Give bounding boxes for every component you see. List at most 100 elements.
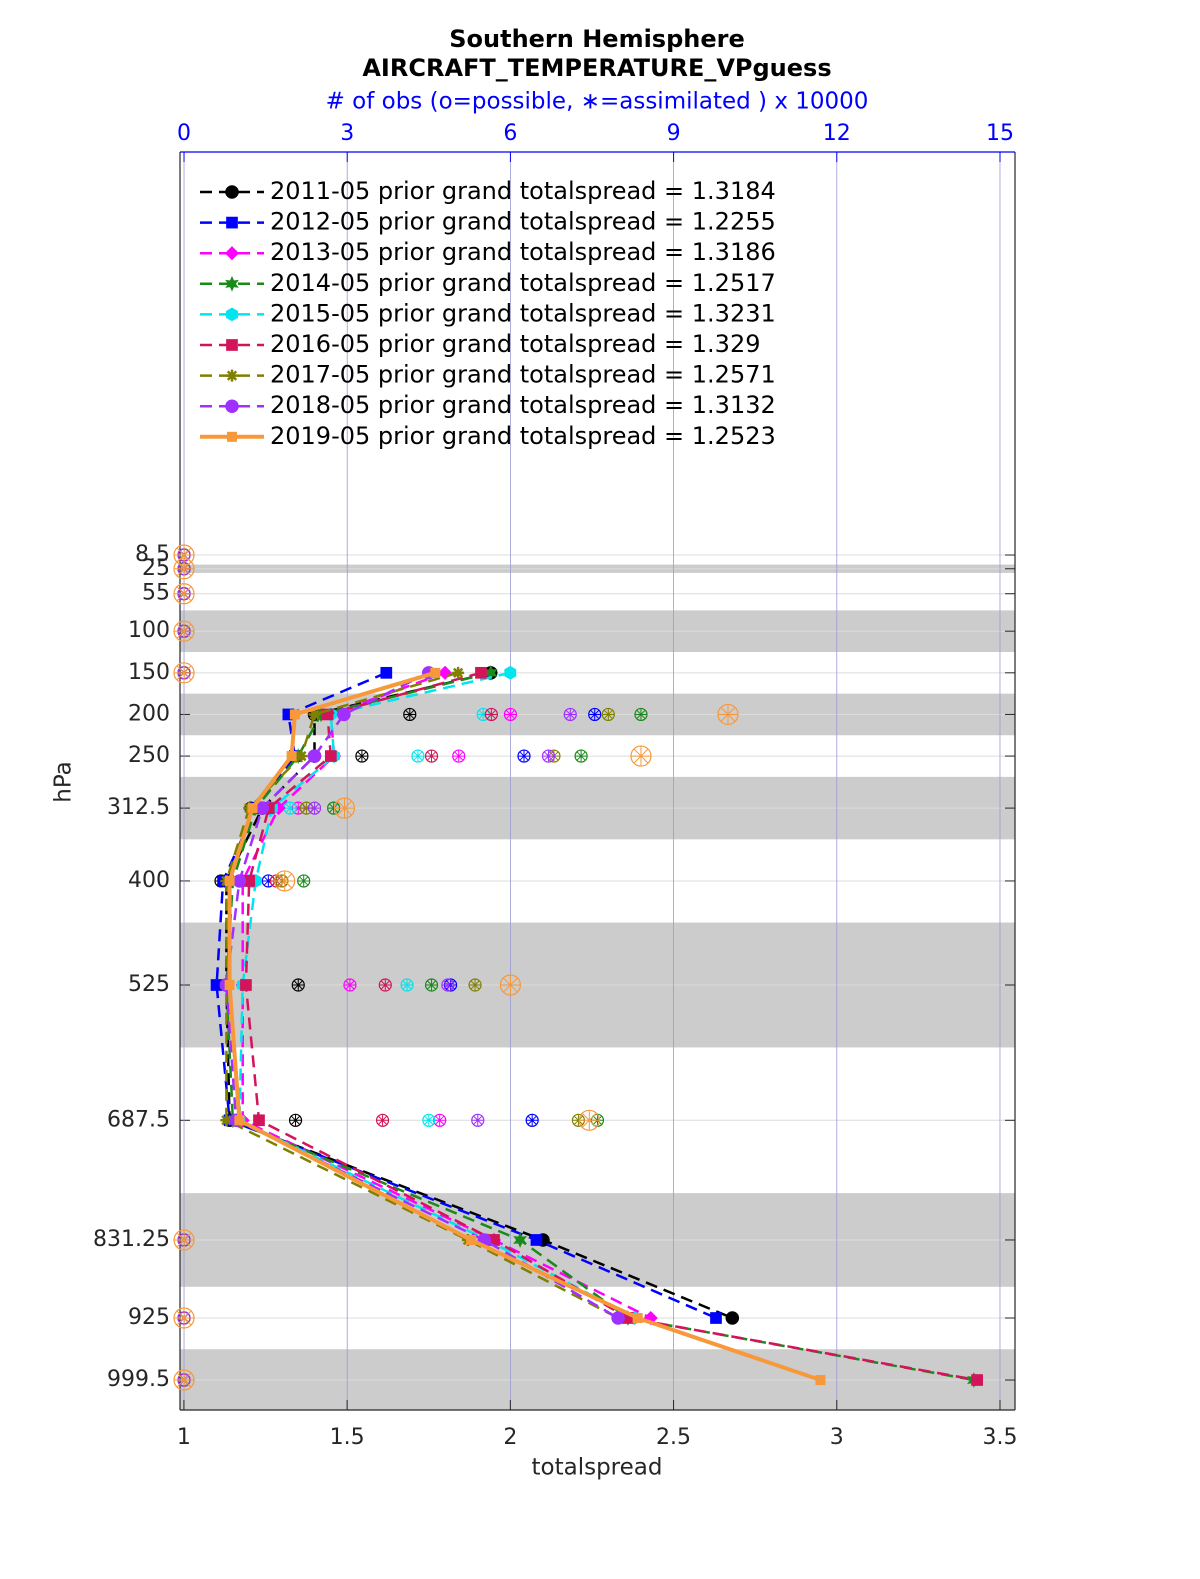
obs-count: [630, 745, 652, 767]
marker: [220, 1114, 233, 1127]
obs-count: [283, 801, 297, 815]
obs-count: [173, 1307, 195, 1329]
marker: [452, 666, 465, 679]
x-tick-label: 1.5: [330, 1425, 365, 1450]
marker: [971, 1374, 983, 1386]
marker: [234, 1115, 245, 1126]
marker: [225, 185, 239, 199]
y-tick-label: 25: [142, 556, 170, 581]
marker: [227, 431, 237, 442]
obs-count: [307, 801, 322, 815]
marker: [324, 750, 337, 762]
marker: [295, 750, 308, 763]
legend-label: 2014-05 prior grand totalspread = 1.2517: [270, 269, 776, 297]
x2-tick-label: 12: [823, 121, 851, 146]
marker: [226, 216, 238, 229]
obs-count: [173, 558, 195, 580]
x-tick-label: 3.5: [982, 1425, 1017, 1450]
obs-count: [499, 974, 522, 996]
marker: [253, 1114, 265, 1127]
obs-assimilated: [518, 750, 531, 763]
legend-label: 2013-05 prior grand totalspread = 1.3186: [270, 238, 776, 266]
x-tick-label: 3: [830, 1425, 844, 1450]
obs-count: [503, 707, 518, 722]
obs-assimilated: [564, 708, 577, 721]
obs-count: [291, 978, 305, 992]
obs-count: [574, 749, 588, 763]
obs-assimilated: [588, 708, 601, 721]
obs-count: [173, 583, 195, 605]
profile-line: [227, 670, 822, 1382]
legend-label: 2012-05 prior grand totalspread = 1.2255: [270, 208, 776, 236]
obs-count: [588, 707, 602, 722]
obs-assimilated: [425, 750, 438, 763]
obs-assimilated: [471, 1114, 484, 1127]
obs-assimilated: [411, 750, 424, 763]
x2-tick-label: 6: [503, 121, 517, 146]
obs-assimilated: [274, 870, 295, 891]
marker: [232, 874, 247, 888]
marker: [466, 1234, 477, 1245]
y-tick-label: 925: [128, 1305, 170, 1330]
obs-count: [578, 1109, 600, 1131]
obs-count: [173, 662, 195, 684]
y-tick-label: 312.5: [107, 795, 170, 820]
profile-line: [225, 671, 975, 1382]
obs-assimilated: [300, 802, 313, 815]
marker: [710, 1312, 722, 1324]
obs-count: [484, 707, 498, 722]
marker: [226, 339, 238, 351]
obs-count: [441, 978, 455, 992]
marker: [225, 275, 239, 292]
marker: [286, 751, 297, 762]
obs-assimilated: [526, 1114, 539, 1127]
marker: [513, 1232, 527, 1248]
marker: [337, 707, 351, 722]
obs-count: [173, 1369, 195, 1391]
obs-assimilated: [174, 1308, 195, 1329]
marker: [224, 246, 240, 261]
obs-assimilated: [401, 979, 414, 992]
obs-assimilated: [334, 798, 355, 819]
obs-count: [517, 749, 531, 763]
marker: [430, 667, 441, 678]
obs-assimilated: [174, 545, 195, 566]
obs-count: [297, 874, 311, 888]
obs-assimilated: [174, 621, 195, 642]
obs-assimilated: [452, 750, 465, 763]
obs-assimilated: [403, 708, 416, 721]
obs-assimilated: [579, 1110, 600, 1131]
y-tick-label: 999.5: [107, 1367, 170, 1392]
marker: [725, 1311, 740, 1325]
obs-count: [422, 1113, 436, 1127]
obs-count: [452, 749, 466, 763]
obs-count: [400, 978, 414, 992]
marker: [504, 665, 517, 680]
obs-assimilated: [289, 1114, 302, 1127]
y-tick-label: 100: [128, 618, 170, 643]
y-tick-label: 687.5: [107, 1107, 170, 1132]
obs-count: [378, 978, 392, 992]
obs-assimilated: [630, 746, 651, 767]
obs-count: [424, 749, 439, 763]
obs-assimilated: [433, 1114, 446, 1127]
obs-assimilated: [284, 802, 297, 815]
obs-count: [375, 1113, 390, 1127]
obs-assimilated: [602, 708, 615, 721]
obs-assimilated: [575, 750, 588, 763]
obs-assimilated: [308, 802, 321, 815]
obs-assimilated: [634, 708, 647, 721]
marker: [308, 708, 321, 721]
obs-assimilated: [376, 1114, 389, 1127]
marker: [240, 979, 252, 991]
obs-assimilated: [379, 979, 392, 992]
y-tick-label: 250: [128, 743, 170, 768]
y-tick-label: 525: [128, 972, 170, 997]
obs-assimilated: [174, 558, 195, 579]
obs-count: [433, 1113, 447, 1127]
obs-assimilated: [504, 708, 517, 721]
obs-count: [333, 797, 356, 819]
obs-count: [471, 1113, 485, 1127]
